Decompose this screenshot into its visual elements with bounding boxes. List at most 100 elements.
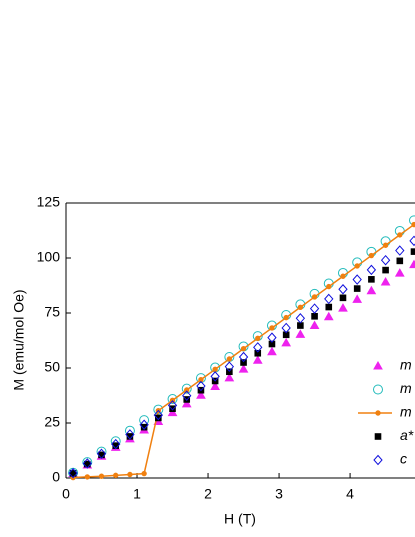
x-tick-label: 4 <box>346 486 354 502</box>
data-point <box>325 303 333 311</box>
data-point <box>240 345 247 352</box>
data-point <box>224 372 235 382</box>
x-tick-label: 2 <box>204 486 212 502</box>
data-point <box>338 283 348 295</box>
data-point <box>297 322 304 329</box>
data-point <box>297 304 304 310</box>
y-tick-label: 100 <box>37 249 61 265</box>
data-point <box>382 266 389 274</box>
data-point <box>82 458 92 469</box>
data-point <box>366 285 377 295</box>
data-point <box>326 283 332 290</box>
legend-marker <box>373 384 383 395</box>
legend-marker <box>374 433 382 440</box>
data-point <box>281 322 291 334</box>
y-tick-label: 75 <box>44 304 60 320</box>
data-point <box>295 313 306 324</box>
data-point <box>311 294 318 300</box>
data-point <box>141 470 147 477</box>
data-point <box>295 329 306 338</box>
data-point <box>238 364 249 373</box>
data-point <box>68 467 78 479</box>
data-point <box>267 346 277 356</box>
data-point <box>153 409 163 421</box>
data-point <box>98 473 105 479</box>
data-point <box>127 471 133 478</box>
y-axis-label: M (emu/mol Oe) <box>11 289 27 390</box>
legend-label: a* <box>400 427 414 443</box>
data-point <box>112 442 120 449</box>
data-point <box>155 414 162 422</box>
data-point <box>309 320 320 330</box>
x-tick-label: 1 <box>133 486 141 502</box>
data-point <box>255 335 261 341</box>
data-point <box>252 355 263 364</box>
data-point <box>184 387 190 393</box>
data-point <box>283 314 289 321</box>
data-point <box>84 474 91 480</box>
data-point <box>410 248 415 255</box>
data-point <box>352 274 362 285</box>
data-point <box>111 438 121 450</box>
data-point <box>353 285 361 292</box>
data-point <box>323 311 334 321</box>
data-point <box>181 383 192 394</box>
legend-label: m <box>400 380 412 396</box>
data-point <box>352 294 363 303</box>
data-point <box>183 396 191 403</box>
data-point <box>366 264 377 276</box>
data-point <box>269 325 275 331</box>
data-point <box>338 303 348 312</box>
data-point <box>254 349 262 357</box>
data-point <box>224 361 235 372</box>
data-point <box>409 259 415 269</box>
y-tick-label: 50 <box>44 359 60 375</box>
y-tick-label: 0 <box>52 469 60 485</box>
data-point <box>340 273 346 279</box>
data-point <box>196 390 206 399</box>
data-point <box>139 419 149 431</box>
data-point <box>253 342 263 353</box>
data-point <box>169 405 176 412</box>
data-point <box>195 373 206 384</box>
data-point <box>380 254 391 266</box>
legend-marker <box>375 410 381 416</box>
data-point <box>212 366 218 373</box>
y-tick-label: 25 <box>44 414 60 430</box>
data-point <box>240 359 247 366</box>
data-point <box>167 407 178 417</box>
data-point <box>281 337 292 347</box>
data-point <box>182 390 192 401</box>
data-point <box>113 472 119 479</box>
data-point <box>267 332 277 343</box>
data-point <box>368 276 375 283</box>
data-point <box>311 313 318 320</box>
data-point <box>96 448 107 460</box>
data-point <box>380 276 391 286</box>
x-tick-label: 0 <box>62 486 70 502</box>
data-point <box>382 242 389 248</box>
data-point <box>167 394 178 405</box>
data-point <box>181 398 192 408</box>
data-point <box>339 294 347 302</box>
data-point <box>125 429 135 440</box>
data-point <box>411 221 415 228</box>
x-tick-label: 3 <box>275 486 283 502</box>
legend-label: m <box>400 404 412 420</box>
x-axis-label: H (T) <box>224 511 256 527</box>
data-point <box>268 340 276 348</box>
data-point <box>196 380 206 392</box>
data-point <box>69 470 77 477</box>
data-point <box>226 356 233 362</box>
data-point <box>368 252 375 259</box>
data-point <box>98 451 105 459</box>
legend-marker <box>373 454 383 466</box>
data-point <box>394 268 405 277</box>
data-point <box>324 293 334 305</box>
data-point <box>238 351 249 363</box>
data-point <box>210 371 220 382</box>
data-point <box>395 245 405 256</box>
data-point <box>397 232 403 238</box>
data-point <box>309 303 320 314</box>
